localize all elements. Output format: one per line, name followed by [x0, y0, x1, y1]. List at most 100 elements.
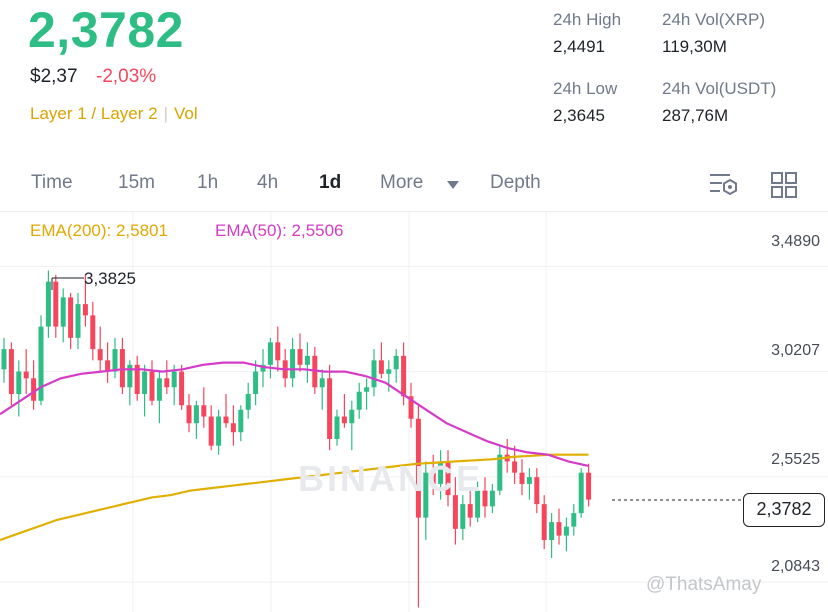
candle-body [53, 281, 59, 327]
candle-body [260, 364, 266, 372]
y-tick-label: 2,0843 [771, 558, 820, 575]
candle-body [223, 416, 229, 424]
candle-body [489, 490, 495, 507]
candle-body [534, 477, 540, 505]
candle-body [556, 522, 562, 536]
candle-body [438, 461, 444, 484]
candle-body [1, 349, 7, 370]
candle-body [245, 394, 251, 410]
candle-body [179, 371, 185, 406]
current-price-tag: 2,3782 [743, 493, 825, 527]
candle-body [112, 349, 118, 372]
caret-down-icon[interactable] [447, 181, 459, 189]
candle-body [467, 504, 473, 518]
low-label: 24h Low [553, 79, 618, 98]
candle-body [452, 495, 458, 529]
candle-body [578, 472, 584, 514]
candle-body [341, 416, 347, 424]
price-change-percent: -2,03% [96, 66, 157, 87]
candle-body [445, 461, 451, 496]
candle-body [512, 461, 518, 473]
candle-body [45, 281, 51, 327]
tab-1d[interactable]: 1d [319, 172, 342, 193]
tab-4h[interactable]: 4h [257, 172, 279, 193]
candle-body [156, 378, 162, 401]
candle-body [423, 472, 429, 518]
tab-divider [0, 211, 828, 212]
candle-body [319, 378, 325, 388]
ema50-legend: EMA(50): 2,5506 [215, 221, 344, 240]
grid-layout-icon[interactable] [770, 171, 798, 199]
candle-body [356, 391, 362, 410]
binance-watermark: BINANCE [298, 458, 484, 499]
candle-body [208, 416, 214, 446]
candle-body [230, 423, 236, 433]
tab-more[interactable]: More [380, 172, 424, 193]
candle-body [482, 490, 488, 507]
candle-body [541, 504, 547, 541]
vol-usdt-value: 287,76M [662, 106, 729, 125]
tag-layer[interactable]: Layer 1 / Layer 2 [30, 104, 158, 123]
last-price: 2,3782 [28, 2, 184, 58]
candle-body [401, 355, 407, 397]
candle-body [304, 355, 310, 365]
candle-body [415, 418, 421, 518]
candle-body [408, 396, 414, 419]
candle-body [127, 364, 133, 388]
candle-body [134, 364, 140, 395]
y-tick-label: 3,4890 [771, 233, 820, 250]
author-credit: @ThatsAmay [646, 574, 762, 595]
candle-body [193, 405, 199, 424]
candle-body [430, 472, 436, 484]
ema200-line [0, 453, 589, 542]
tab-depth[interactable]: Depth [490, 172, 541, 193]
candle-body [275, 342, 281, 361]
vol-xrp-label: 24h Vol(XRP) [662, 10, 765, 29]
candle-body [297, 349, 303, 365]
y-tick-label: 3,0207 [771, 342, 820, 359]
candle-body [364, 387, 370, 392]
ema50-line [0, 361, 589, 467]
candle-body [164, 378, 170, 388]
low-value: 2,3645 [553, 106, 605, 125]
high-label: 24h High [553, 10, 622, 29]
token-tags: Layer 1 / Layer 2 | Vol [30, 104, 198, 123]
candle-body [238, 409, 244, 433]
tab-15m[interactable]: 15m [118, 172, 155, 193]
candle-body [571, 513, 577, 527]
candle-body [586, 472, 592, 500]
y-tick-label: 2,5525 [771, 451, 820, 468]
candle-body [142, 371, 148, 395]
candle-body [386, 369, 392, 374]
candle-body [16, 371, 22, 395]
indicator-settings-icon[interactable] [708, 171, 740, 199]
candle-body [497, 454, 503, 491]
candle-body [75, 304, 81, 338]
tag-vol[interactable]: Vol [174, 104, 198, 123]
candle-body [475, 490, 481, 518]
candle-body [349, 409, 355, 424]
candle-body [186, 405, 192, 424]
candle-body [171, 371, 177, 388]
candle-body [23, 371, 29, 379]
candle-body [519, 472, 525, 484]
candle-body [378, 360, 384, 374]
candle-body [82, 304, 88, 316]
candle-body [31, 378, 37, 401]
candle-body [97, 349, 103, 361]
candle-body [526, 477, 532, 484]
candle-body [119, 349, 125, 388]
candle-body [216, 416, 222, 446]
tab-1h[interactable]: 1h [197, 172, 219, 193]
tab-time[interactable]: Time [31, 172, 73, 193]
candle-body [549, 522, 555, 541]
candle-body [371, 360, 377, 388]
candle-body [253, 371, 259, 395]
ema200-legend: EMA(200): 2,5801 [30, 221, 168, 240]
candle-body [90, 315, 96, 350]
candle-body [105, 360, 111, 372]
candle-body [201, 405, 207, 417]
usd-price: $2,37 [30, 66, 78, 87]
candle-body [267, 342, 273, 365]
